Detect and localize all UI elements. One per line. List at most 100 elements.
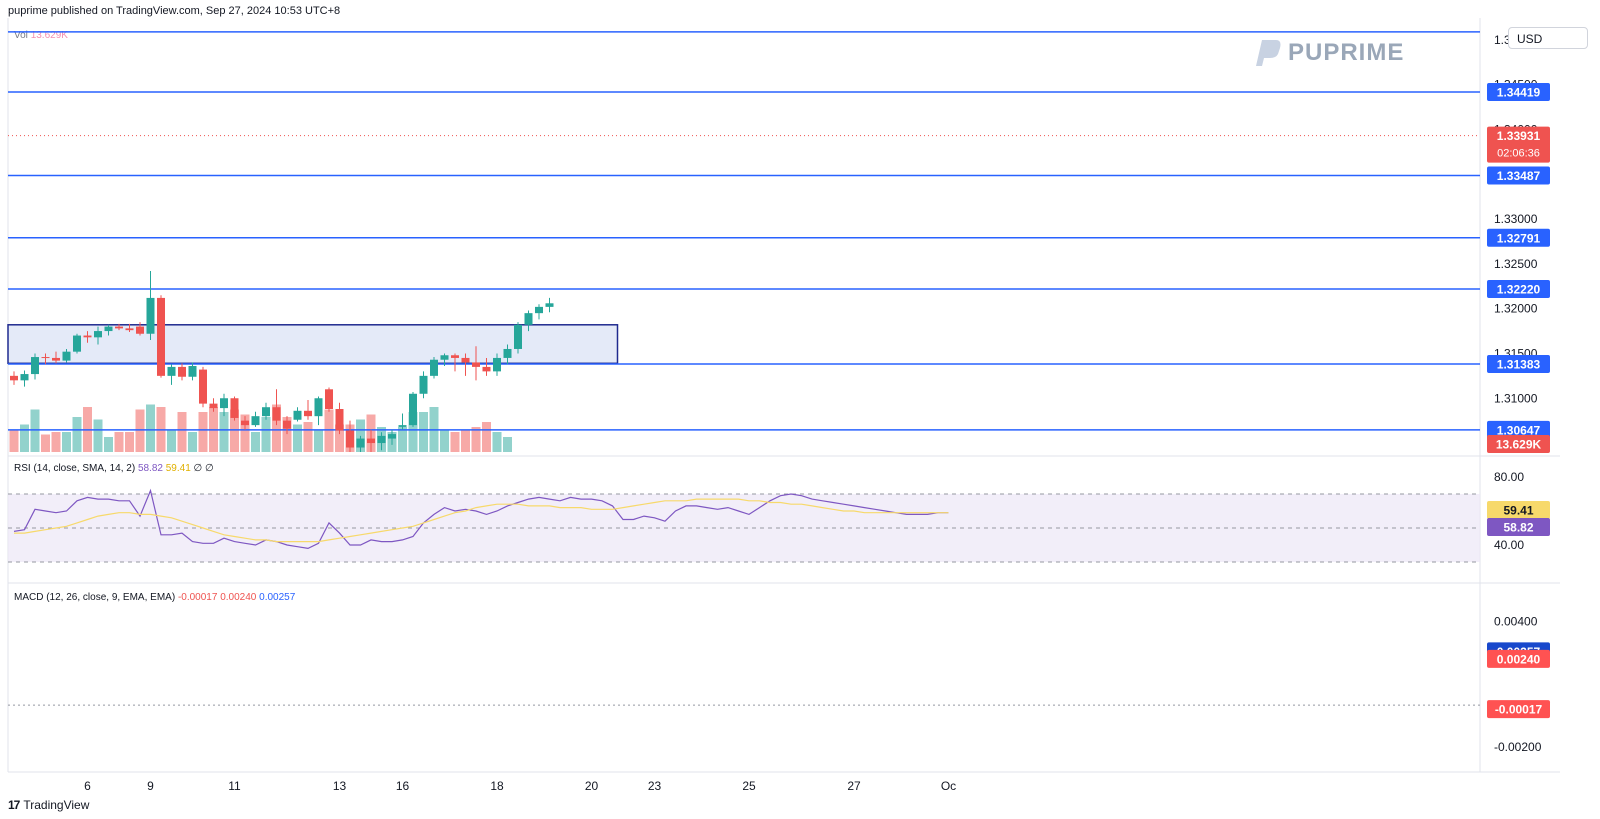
candle-body xyxy=(188,366,197,377)
candle-body xyxy=(209,403,218,409)
time-axis-label: 9 xyxy=(147,779,154,793)
support-zone-rect xyxy=(7,324,619,365)
tradingview-footer: 17 TradingView xyxy=(8,798,89,812)
level-price-tag-bg xyxy=(1487,82,1550,101)
volume-bar xyxy=(167,429,176,452)
time-axis-label: 13 xyxy=(333,779,347,793)
volume-legend: Vol 13.629K xyxy=(14,30,68,41)
candle-body xyxy=(493,357,501,372)
last-price-label: 1.33931 xyxy=(1497,129,1541,143)
rsi-value-tag: 58.82 xyxy=(1503,521,1533,535)
volume-bar xyxy=(9,429,19,452)
price-tick-label: 1.31000 xyxy=(1494,391,1538,405)
volume-bar xyxy=(177,412,187,452)
candle-body xyxy=(104,326,113,332)
volume-bar xyxy=(198,412,208,452)
time-axis-label: 16 xyxy=(396,779,410,793)
candle-body xyxy=(125,328,134,331)
volume-bar xyxy=(51,432,61,452)
candle-body xyxy=(272,407,281,421)
candle-body xyxy=(178,366,186,377)
candle-body xyxy=(262,407,270,417)
macd-tick-label: 0.00400 xyxy=(1494,614,1538,628)
rsi-legend: RSI (14, close, SMA, 14, 2) 58.82 59.41 … xyxy=(14,463,214,474)
candle-body xyxy=(451,355,459,358)
volume-bar xyxy=(272,404,281,452)
volume-bar xyxy=(72,417,82,452)
candle-body xyxy=(94,331,102,338)
volume-bar xyxy=(240,414,250,452)
candle-body xyxy=(356,438,365,448)
volume-bar xyxy=(41,434,50,452)
candle-body xyxy=(115,326,123,329)
signal-value-tag: 0.00240 xyxy=(1497,652,1541,666)
volume-bar xyxy=(282,417,292,452)
volume-bar xyxy=(335,424,344,452)
bar-countdown-label: 02:06:36 xyxy=(1497,148,1540,160)
volume-bar xyxy=(324,409,334,452)
price-tick-label: 1.32000 xyxy=(1494,302,1538,316)
time-axis-label: Oc xyxy=(941,779,956,793)
time-axis-label: 6 xyxy=(84,779,91,793)
candle-body xyxy=(230,398,239,418)
volume-bar xyxy=(471,427,481,452)
candle-body xyxy=(440,355,449,360)
rsi-ma-tag-bg xyxy=(1487,501,1550,520)
volume-bar xyxy=(356,419,365,452)
volume-bar xyxy=(440,429,449,452)
rsi-series-line xyxy=(14,498,949,543)
volume-bar xyxy=(62,432,71,452)
candle-body xyxy=(398,425,407,427)
volume-bar xyxy=(450,432,460,452)
candle-body xyxy=(314,398,323,417)
histogram-value-tag-bg xyxy=(1487,700,1550,719)
candle-body xyxy=(241,420,249,426)
candle-body xyxy=(41,357,50,359)
volume-last-tag: 13.629K xyxy=(1496,438,1542,452)
volume-bar xyxy=(219,412,229,452)
time-axis-label: 11 xyxy=(228,779,241,793)
puprime-logo-icon xyxy=(1256,40,1281,66)
candle-body xyxy=(325,389,333,409)
volume-bar xyxy=(104,437,113,452)
puprime-watermark: PUPRIME xyxy=(1248,36,1404,70)
candle-body xyxy=(83,335,92,338)
level-price-tag-bg xyxy=(1487,420,1550,439)
level-price-tag: 1.30647 xyxy=(1497,423,1541,437)
volume-bar xyxy=(461,429,470,452)
volume-bar xyxy=(188,432,197,452)
tradingview-logo-icon: 17 xyxy=(8,798,20,812)
volume-bar xyxy=(125,432,134,452)
price-tick-label: 1.33000 xyxy=(1494,212,1538,226)
candle-body xyxy=(377,435,386,444)
candle-body xyxy=(503,348,512,358)
candle-body xyxy=(10,375,18,381)
signal-value-tag-bg xyxy=(1487,649,1550,668)
volume-bar xyxy=(230,409,239,452)
candle-body xyxy=(220,398,228,409)
volume-last-tag-bg xyxy=(1487,435,1550,453)
level-price-tag: 1.32220 xyxy=(1497,282,1541,296)
candle-body xyxy=(409,393,417,426)
rsi-tick-label: 80.00 xyxy=(1494,470,1524,484)
volume-bar xyxy=(114,432,124,452)
candle-body xyxy=(304,410,312,417)
candle-body xyxy=(335,409,344,431)
candle-body xyxy=(20,374,29,381)
volume-bar xyxy=(503,437,512,452)
candle-body xyxy=(199,369,207,404)
candle-body xyxy=(367,438,375,444)
volume-bar xyxy=(93,419,103,452)
volume-bar xyxy=(20,424,29,452)
time-axis-label: 27 xyxy=(847,779,861,793)
currency-selector[interactable]: USD xyxy=(1508,27,1588,49)
volume-bar xyxy=(251,432,260,452)
macd-legend: MACD (12, 26, close, 9, EMA, EMA) -0.000… xyxy=(14,592,296,603)
candle-body xyxy=(545,303,554,307)
volume-bar xyxy=(146,404,155,452)
candle-body xyxy=(293,410,302,420)
price-tick-label: 1.32500 xyxy=(1494,257,1538,271)
level-price-tag-bg xyxy=(1487,354,1550,373)
volume-bar xyxy=(30,409,40,452)
